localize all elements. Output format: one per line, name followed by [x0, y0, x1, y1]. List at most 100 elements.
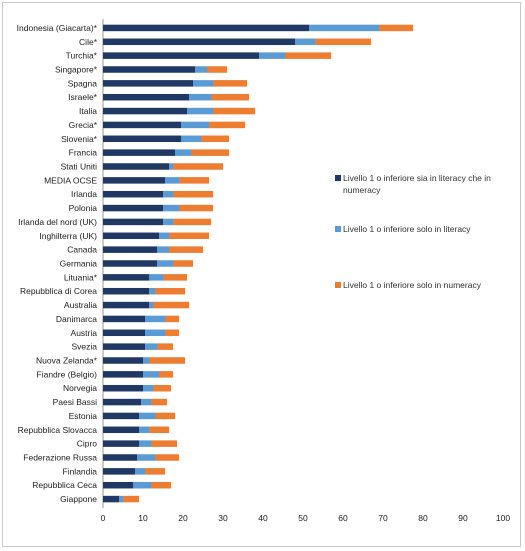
- category-label: Spagna: [68, 78, 98, 88]
- bar-segment: [209, 121, 245, 129]
- category-label: Danimarca: [56, 314, 97, 324]
- bar-segment: [163, 274, 187, 281]
- bar-segment: [169, 246, 203, 253]
- bar-segment: [179, 204, 213, 212]
- bar-segment: [103, 246, 157, 253]
- bar-segment: [103, 232, 159, 240]
- bar-segment: [149, 301, 153, 309]
- bar-segment: [103, 204, 163, 212]
- bar-segment: [151, 440, 177, 447]
- bar-segment: [103, 371, 143, 378]
- bar-segment: [213, 107, 255, 115]
- bar-segment: [103, 66, 195, 73]
- category-label: Turchia*: [66, 51, 98, 61]
- bar-segment: [103, 426, 139, 434]
- bar-segment: [295, 38, 315, 46]
- bar-segment: [173, 163, 223, 170]
- bar-segment: [151, 481, 171, 489]
- legend-item-both: Livello 1 o inferiore sia in literacy ch…: [335, 172, 515, 196]
- bar-segment: [103, 24, 309, 32]
- bar-segment: [181, 121, 209, 129]
- x-tick-label: 50: [298, 513, 308, 523]
- x-tick-label: 70: [378, 513, 388, 523]
- bar-segment: [191, 149, 229, 156]
- bar-segment: [153, 301, 189, 309]
- category-label: Norvegia: [63, 383, 97, 393]
- category-label: Francia: [69, 148, 98, 158]
- bar-segment: [179, 177, 209, 184]
- bar-segment: [165, 177, 179, 184]
- category-label: Repubblica Slovacca: [18, 425, 98, 435]
- bar-segment: [207, 66, 227, 73]
- bar-segment: [103, 495, 119, 503]
- x-tick-label: 40: [258, 513, 268, 523]
- bar-segment: [103, 343, 145, 350]
- bar-segment: [103, 149, 175, 156]
- category-label: Federazione Russa: [23, 453, 97, 463]
- bar-segment: [103, 52, 259, 59]
- bar-segment: [103, 412, 139, 420]
- bar-segment: [103, 384, 143, 392]
- legend-label-both: Livello 1 o inferiore sia in literacy ch…: [343, 173, 491, 195]
- bar-segment: [187, 107, 213, 115]
- bar-segment: [137, 454, 155, 461]
- category-label: Grecia*: [69, 120, 98, 130]
- category-label: Slovenia*: [61, 134, 98, 144]
- bar-segment: [163, 204, 179, 212]
- category-label: Singapore*: [55, 65, 98, 75]
- category-label: Australia: [64, 300, 97, 310]
- bar-segment: [195, 66, 207, 73]
- bar-segment: [149, 274, 163, 281]
- bar-segment: [145, 315, 165, 323]
- legend-label-literacy: Livello 1 o inferiore solo in literacy: [343, 224, 471, 234]
- bar-segment: [155, 287, 185, 295]
- x-tick-label: 100: [496, 513, 510, 523]
- bar-segment: [103, 121, 181, 129]
- category-label: Inghilterra (UK): [39, 231, 97, 241]
- category-label: Repubblica Ceca: [32, 480, 97, 490]
- bar-segment: [379, 24, 413, 32]
- category-label: Germania: [60, 259, 98, 269]
- bar-segment: [155, 454, 179, 461]
- bar-segment: [139, 440, 151, 447]
- bar-segment: [193, 80, 213, 87]
- bar-segment: [141, 398, 151, 406]
- bar-segment: [103, 440, 139, 447]
- bar-segment: [163, 218, 173, 226]
- bar-segment: [169, 232, 209, 240]
- bar-segment: [169, 163, 173, 170]
- bar-segment: [103, 38, 295, 46]
- bar-segment: [103, 329, 145, 337]
- bar-segment: [149, 357, 185, 364]
- legend-item-numeracy: Livello 1 o inferiore solo in numeracy: [335, 279, 515, 291]
- bar-segment: [157, 260, 173, 267]
- category-label: Finlandia: [63, 466, 98, 476]
- category-label: Estonia: [69, 411, 98, 421]
- category-label: Paesi Bassi: [53, 397, 98, 407]
- bar-segment: [103, 357, 143, 364]
- bar-segment: [173, 260, 193, 267]
- bar-segment: [103, 274, 149, 281]
- bar-segment: [165, 315, 179, 323]
- bar-segment: [103, 468, 135, 475]
- legend-swatch-numeracy: [335, 282, 341, 288]
- bar-segment: [103, 287, 149, 295]
- bar-segment: [155, 412, 175, 420]
- category-label: Irlanda: [71, 189, 97, 199]
- bar-segment: [145, 343, 157, 350]
- x-tick-label: 60: [338, 513, 348, 523]
- bar-segment: [103, 301, 149, 309]
- bar-segment: [103, 93, 189, 101]
- bar-segment: [143, 357, 149, 364]
- category-label: Lituania*: [64, 272, 98, 282]
- bar-segment: [139, 412, 155, 420]
- bar-segment: [163, 190, 173, 198]
- legend-item-literacy: Livello 1 o inferiore solo in literacy: [335, 223, 515, 235]
- bar-segment: [133, 481, 151, 489]
- bar-segment: [309, 24, 379, 32]
- bar-segment: [103, 190, 163, 198]
- bar-segment: [143, 384, 153, 392]
- category-label: Repubblica di Corea: [20, 286, 97, 296]
- bar-segment: [165, 329, 179, 337]
